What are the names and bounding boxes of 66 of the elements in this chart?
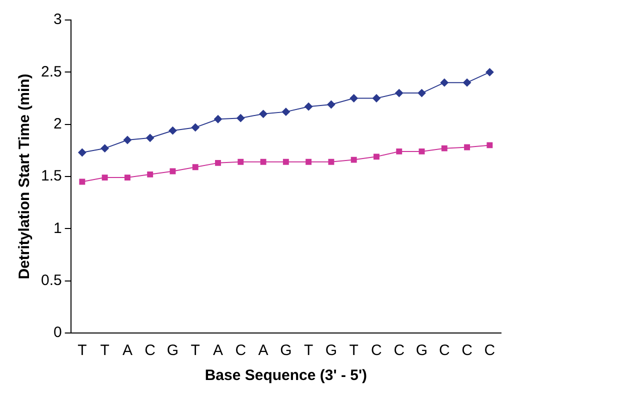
point <box>192 164 198 170</box>
point <box>282 108 290 116</box>
point <box>350 94 358 102</box>
point <box>102 174 108 181</box>
x-tick-label: G <box>325 342 338 360</box>
y-tick-label: 1 <box>54 220 62 237</box>
point <box>328 158 334 165</box>
point <box>79 178 86 185</box>
x-tick-label: T <box>78 342 87 360</box>
x-tick-label: G <box>166 342 179 360</box>
point <box>282 158 289 165</box>
point <box>486 68 494 76</box>
x-tick-label: C <box>462 342 473 360</box>
point <box>440 78 448 87</box>
point <box>260 158 266 165</box>
point <box>215 160 221 166</box>
point <box>464 144 470 150</box>
x-tick-label: G <box>280 342 292 360</box>
point <box>236 114 245 122</box>
y-tick-label: 2.5 <box>40 63 62 80</box>
point <box>372 94 380 102</box>
point <box>374 154 380 160</box>
point <box>170 168 176 174</box>
x-tick-label: A <box>258 342 268 360</box>
x-tick-label: C <box>484 342 496 360</box>
x-tick-label: A <box>122 342 132 360</box>
y-tick-label: 0 <box>54 324 62 342</box>
y-tick-label: 1.5 <box>40 168 62 185</box>
point <box>147 171 154 178</box>
x-tick-label: G <box>416 342 428 360</box>
x-tick-label: C <box>235 342 246 360</box>
point <box>100 144 109 152</box>
point <box>463 78 472 87</box>
point <box>78 148 86 157</box>
y-tick-label: 2 <box>54 115 62 132</box>
point <box>259 110 268 118</box>
x-tick-label: T <box>100 342 110 360</box>
x-tick-label: C <box>144 342 156 360</box>
point <box>306 158 312 165</box>
x-tick-label: T <box>190 342 200 360</box>
point <box>238 158 244 165</box>
y-tick-label: 0.5 <box>40 272 62 289</box>
x-tick-label: C <box>438 342 450 360</box>
point <box>486 142 493 148</box>
x-tick-label: C <box>394 342 405 360</box>
point <box>168 126 177 135</box>
point <box>418 89 426 98</box>
point <box>214 115 222 124</box>
x-axis-title: Base Sequence (3' - 5') <box>204 367 368 384</box>
x-tick-label: T <box>349 342 358 360</box>
point <box>395 89 404 98</box>
point <box>418 148 425 154</box>
point <box>396 148 402 154</box>
y-axis-title: Detritylation Start Time (min) <box>16 74 34 280</box>
point <box>123 136 132 144</box>
point <box>191 123 200 132</box>
x-tick-label: A <box>213 342 224 360</box>
point <box>124 174 130 181</box>
point <box>304 102 313 111</box>
point <box>441 145 448 152</box>
point <box>350 156 357 163</box>
y-tick-label: 3 <box>54 11 62 28</box>
point <box>146 134 154 142</box>
x-tick-label: T <box>304 342 314 360</box>
x-tick-label: C <box>371 342 382 360</box>
point <box>327 100 336 109</box>
